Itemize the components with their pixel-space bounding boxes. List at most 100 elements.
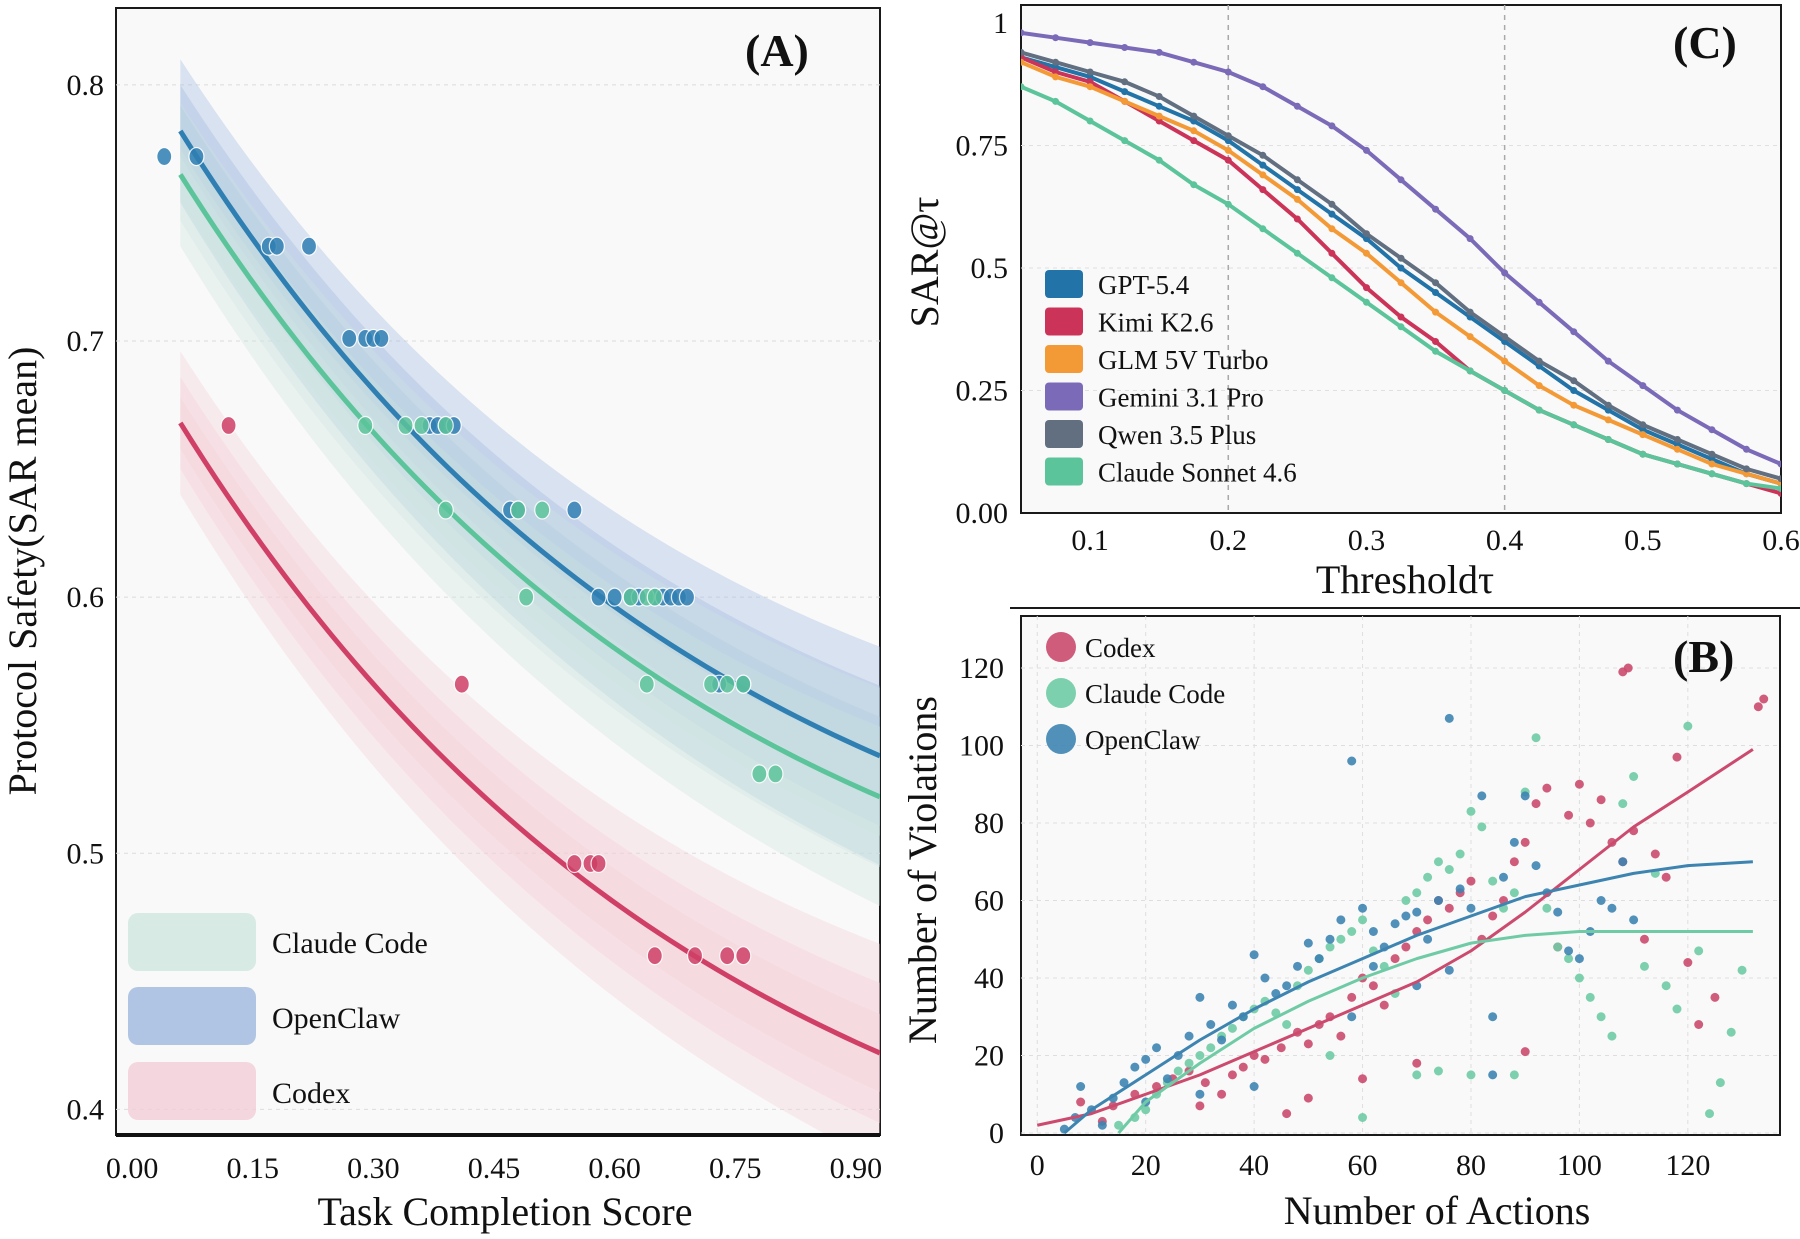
point-codex — [1379, 1000, 1389, 1010]
point-openclaw — [1477, 791, 1487, 801]
point-claude-sonnet-4-6 — [1293, 249, 1301, 257]
point-glm-5v-turbo — [1362, 249, 1370, 257]
point-gemini-3-1-pro — [1052, 34, 1060, 42]
point-openclaw — [341, 328, 358, 349]
point-openclaw — [188, 146, 205, 167]
point-gpt-5-4 — [1673, 440, 1681, 448]
point-gpt-5-4 — [1328, 210, 1336, 218]
legend-swatch-codex — [128, 1062, 256, 1120]
point-kimi-k2-6 — [1086, 78, 1094, 86]
point-claude-code — [646, 587, 663, 607]
point-codex — [590, 853, 607, 874]
point-kimi-k2-6 — [1362, 284, 1370, 292]
point-openclaw — [300, 236, 318, 256]
point-codex — [1710, 992, 1720, 1002]
point-glm-5v-turbo — [1259, 171, 1267, 179]
point-qwen-3-5-plus — [1604, 401, 1612, 409]
y-tick-label: 60 — [974, 885, 1004, 918]
point-codex — [1650, 849, 1660, 859]
point-claude-code — [1574, 973, 1584, 983]
point-gpt-5-4 — [1052, 63, 1060, 71]
point-codex — [1336, 1031, 1346, 1041]
panel-a-y-axis-label: Protocol Safety(SAR mean) — [0, 347, 45, 796]
legend-swatch-kimi-k2-6 — [1045, 307, 1083, 336]
point-glm-5v-turbo — [1397, 279, 1405, 287]
x-tick-label: 0.45 — [468, 1152, 521, 1185]
point-claude-code — [1509, 1070, 1519, 1080]
point-openclaw — [1444, 713, 1454, 723]
point-claude-code — [1726, 1027, 1736, 1037]
point-claude-code — [1715, 1078, 1725, 1088]
point-gemini-3-1-pro — [1362, 146, 1370, 154]
point-gemini-3-1-pro — [1708, 426, 1716, 434]
y-tick-label: 0.7 — [67, 325, 105, 358]
legend-label-claude-sonnet-4-6: Claude Sonnet 4.6 — [1098, 458, 1297, 488]
x-tick-label: 120 — [1665, 1149, 1710, 1182]
point-claude-sonnet-4-6 — [1501, 387, 1509, 394]
point-codex — [719, 946, 736, 966]
point-gemini-3-1-pro — [1397, 176, 1405, 184]
y-tick-label: 0.75 — [956, 130, 1009, 163]
point-openclaw — [1574, 954, 1584, 964]
legend-swatch-gpt-5-4 — [1045, 270, 1083, 298]
point-claude-code — [357, 415, 374, 436]
point-openclaw — [1553, 907, 1563, 917]
point-openclaw — [1292, 961, 1302, 971]
point-gpt-5-4 — [1259, 161, 1267, 169]
point-glm-5v-turbo — [1708, 460, 1716, 468]
point-gemini-3-1-pro — [1501, 269, 1509, 277]
point-claude-sonnet-4-6 — [1259, 225, 1267, 233]
point-claude-sonnet-4-6 — [1328, 274, 1336, 282]
point-glm-5v-turbo — [1224, 146, 1232, 154]
point-claude-sonnet-4-6 — [1121, 137, 1129, 145]
x-tick-label: 0.75 — [709, 1152, 762, 1185]
point-codex — [1683, 958, 1693, 967]
x-tick-label: 0.15 — [226, 1152, 279, 1185]
point-claude-code — [1618, 799, 1628, 809]
point-codex — [1564, 810, 1574, 820]
panel-a-x-axis-label: Task Completion Score — [318, 1189, 693, 1234]
point-openclaw — [1119, 1078, 1129, 1088]
point-qwen-3-5-plus — [1501, 333, 1509, 341]
point-openclaw — [1152, 1043, 1162, 1053]
point-openclaw — [1520, 791, 1530, 801]
panel-c-lines — [1021, 29, 1781, 497]
legend-swatch-qwen-3-5-plus — [1045, 420, 1083, 448]
point-qwen-3-5-plus — [1777, 475, 1781, 483]
panel-a-x-ticks: 0.00 0.15 0.30 0.45 0.60 0.75 0.90 — [106, 1152, 882, 1185]
panel-c-y-axis-label: SAR@τ — [902, 197, 947, 328]
point-claude-sonnet-4-6 — [1362, 298, 1370, 306]
point-gpt-5-4 — [1570, 387, 1578, 394]
point-qwen-3-5-plus — [1466, 308, 1474, 316]
point-claude-sonnet-4-6 — [1397, 323, 1405, 331]
point-qwen-3-5-plus — [1293, 176, 1301, 184]
x-tick-label: 0.5 — [1624, 524, 1662, 557]
point-claude-code — [1412, 1070, 1422, 1080]
x-tick-label: 0.2 — [1210, 524, 1248, 557]
point-claude-code — [534, 500, 551, 520]
point-claude-code — [413, 415, 430, 436]
point-openclaw — [268, 236, 285, 256]
point-codex — [1401, 942, 1411, 952]
point-gpt-5-4 — [1155, 102, 1163, 110]
point-openclaw — [1368, 927, 1378, 936]
point-qwen-3-5-plus — [1328, 200, 1336, 208]
point-codex — [1076, 1097, 1086, 1107]
point-claude-code — [1607, 1031, 1617, 1041]
point-claude-code — [1412, 888, 1422, 898]
point-openclaw — [1499, 872, 1509, 882]
point-glm-5v-turbo — [1501, 357, 1509, 365]
point-claude-sonnet-4-6 — [1604, 436, 1612, 443]
y-tick-label: 20 — [974, 1040, 1004, 1073]
point-claude-code — [1488, 876, 1498, 886]
y-tick-label: 100 — [959, 730, 1004, 763]
point-gemini-3-1-pro — [1328, 122, 1336, 130]
point-claude-sonnet-4-6 — [1570, 421, 1578, 429]
point-claude-code — [1683, 721, 1693, 731]
point-claude-code — [1336, 934, 1346, 944]
point-openclaw — [1260, 973, 1270, 983]
panel-c-x-axis-label: Thresholdτ — [1316, 557, 1494, 602]
point-kimi-k2-6 — [1224, 156, 1232, 164]
point-openclaw — [1423, 934, 1433, 944]
panel-b: 0 20 40 60 80 100 120 0 20 40 60 80 100 120 (B) Numb… — [900, 615, 1781, 1233]
